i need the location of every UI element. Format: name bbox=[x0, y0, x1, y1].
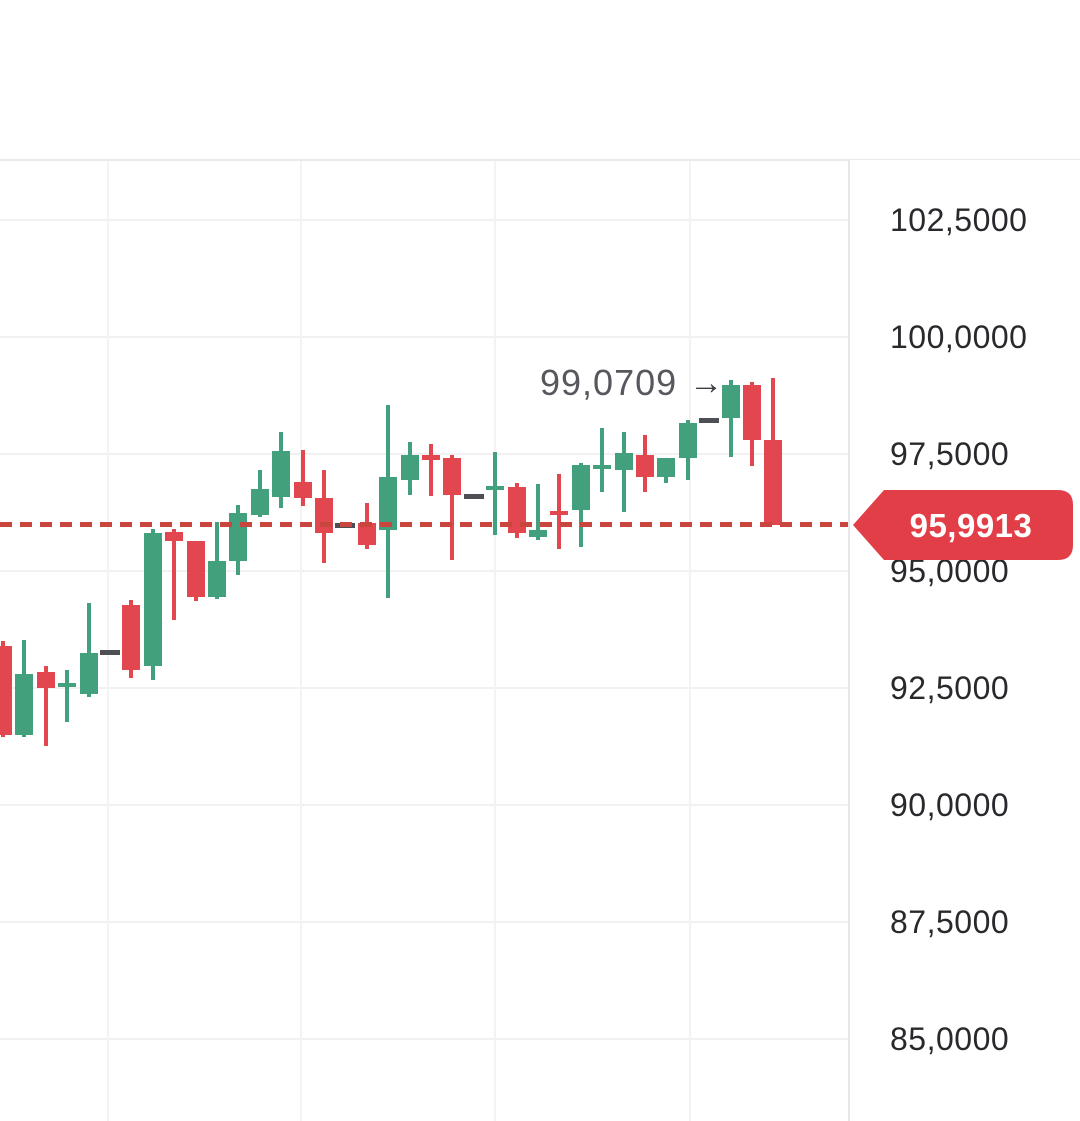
candle-body bbox=[36, 672, 55, 688]
candle-body bbox=[122, 605, 141, 671]
annotation-arrow-icon: → bbox=[689, 363, 724, 402]
candle-body bbox=[15, 673, 34, 735]
candle-wick bbox=[493, 452, 498, 535]
candle-body bbox=[657, 458, 676, 477]
candle-body bbox=[250, 489, 269, 515]
price-annotation: 99,0709 → bbox=[540, 361, 723, 405]
axis-tick-label: 92,5000 bbox=[890, 670, 1010, 706]
candle-body bbox=[593, 465, 612, 470]
candle-wick bbox=[300, 449, 305, 506]
candle-wick bbox=[450, 454, 455, 560]
last-price-dotted-line bbox=[0, 522, 853, 528]
horizontal-gridline bbox=[0, 687, 848, 689]
axis-tick-label: 100,0000 bbox=[890, 319, 1028, 355]
horizontal-gridline bbox=[0, 921, 848, 923]
axis-tick-label: 102,5000 bbox=[890, 202, 1028, 238]
candle-body bbox=[743, 385, 761, 440]
candle-wick bbox=[43, 666, 48, 747]
axis-tick-label: 85,0000 bbox=[890, 1021, 1010, 1057]
candle-flat-dash bbox=[463, 493, 484, 499]
candle-body bbox=[636, 454, 654, 477]
candle-body bbox=[208, 561, 226, 598]
candle-body bbox=[400, 454, 419, 481]
candle-wick bbox=[728, 380, 733, 457]
candle-body bbox=[379, 476, 398, 530]
candle-wick bbox=[86, 602, 91, 697]
horizontal-gridline bbox=[0, 453, 848, 455]
candle-body bbox=[58, 682, 77, 688]
candle-wick bbox=[600, 427, 605, 492]
candle-body bbox=[422, 454, 440, 461]
candle-body bbox=[614, 453, 633, 470]
candle-body bbox=[229, 512, 248, 562]
candle-body bbox=[165, 532, 184, 542]
last-price-value: 95,9913 bbox=[910, 507, 1033, 544]
price-axis[interactable]: 102,5000 100,0000 97,5000 95,0000 92,5000 90,… bbox=[848, 160, 1080, 1121]
candle-flat-dash bbox=[100, 650, 120, 656]
candle-wick bbox=[429, 444, 433, 497]
last-price-tag-shape bbox=[853, 490, 1073, 561]
horizontal-gridline bbox=[0, 804, 848, 806]
candle-wick bbox=[215, 521, 219, 600]
candle-wick bbox=[172, 528, 177, 621]
candle-wick bbox=[536, 483, 540, 541]
candle-body bbox=[293, 482, 312, 498]
vertical-gridline bbox=[494, 161, 496, 1121]
candle-body bbox=[571, 465, 590, 511]
last-price-tag: 95,9913 bbox=[853, 490, 1073, 561]
candle-wick bbox=[65, 670, 70, 723]
candle-body bbox=[678, 423, 697, 459]
candle-body bbox=[315, 497, 333, 534]
candle-body bbox=[272, 451, 291, 498]
candle-body bbox=[186, 541, 205, 598]
candle-flat-dash bbox=[699, 418, 720, 424]
candle-body bbox=[550, 511, 569, 516]
candle-body bbox=[529, 529, 547, 537]
horizontal-gridline bbox=[0, 570, 848, 572]
candle-body bbox=[357, 522, 376, 545]
candle-body bbox=[764, 439, 783, 525]
horizontal-gridline bbox=[0, 219, 848, 221]
axis-tick-label: 97,5000 bbox=[890, 436, 1010, 472]
candle-body bbox=[486, 485, 505, 491]
vertical-gridline bbox=[107, 161, 109, 1121]
candle-body bbox=[79, 652, 98, 695]
chart-top-border bbox=[0, 159, 1080, 161]
axis-tick-label: 87,5000 bbox=[890, 904, 1010, 940]
candle-body bbox=[443, 458, 462, 496]
vertical-gridline bbox=[689, 161, 691, 1121]
candle-wick bbox=[621, 432, 626, 513]
horizontal-gridline bbox=[0, 336, 848, 338]
horizontal-gridline bbox=[0, 1038, 848, 1040]
candle-body bbox=[507, 487, 526, 534]
axis-tick-label: 90,0000 bbox=[890, 787, 1010, 823]
annotation-value: 99,0709 bbox=[540, 362, 678, 404]
candle-body bbox=[721, 385, 740, 418]
candle-body bbox=[0, 645, 12, 736]
candle-body bbox=[143, 533, 162, 666]
vertical-gridline bbox=[300, 161, 302, 1121]
